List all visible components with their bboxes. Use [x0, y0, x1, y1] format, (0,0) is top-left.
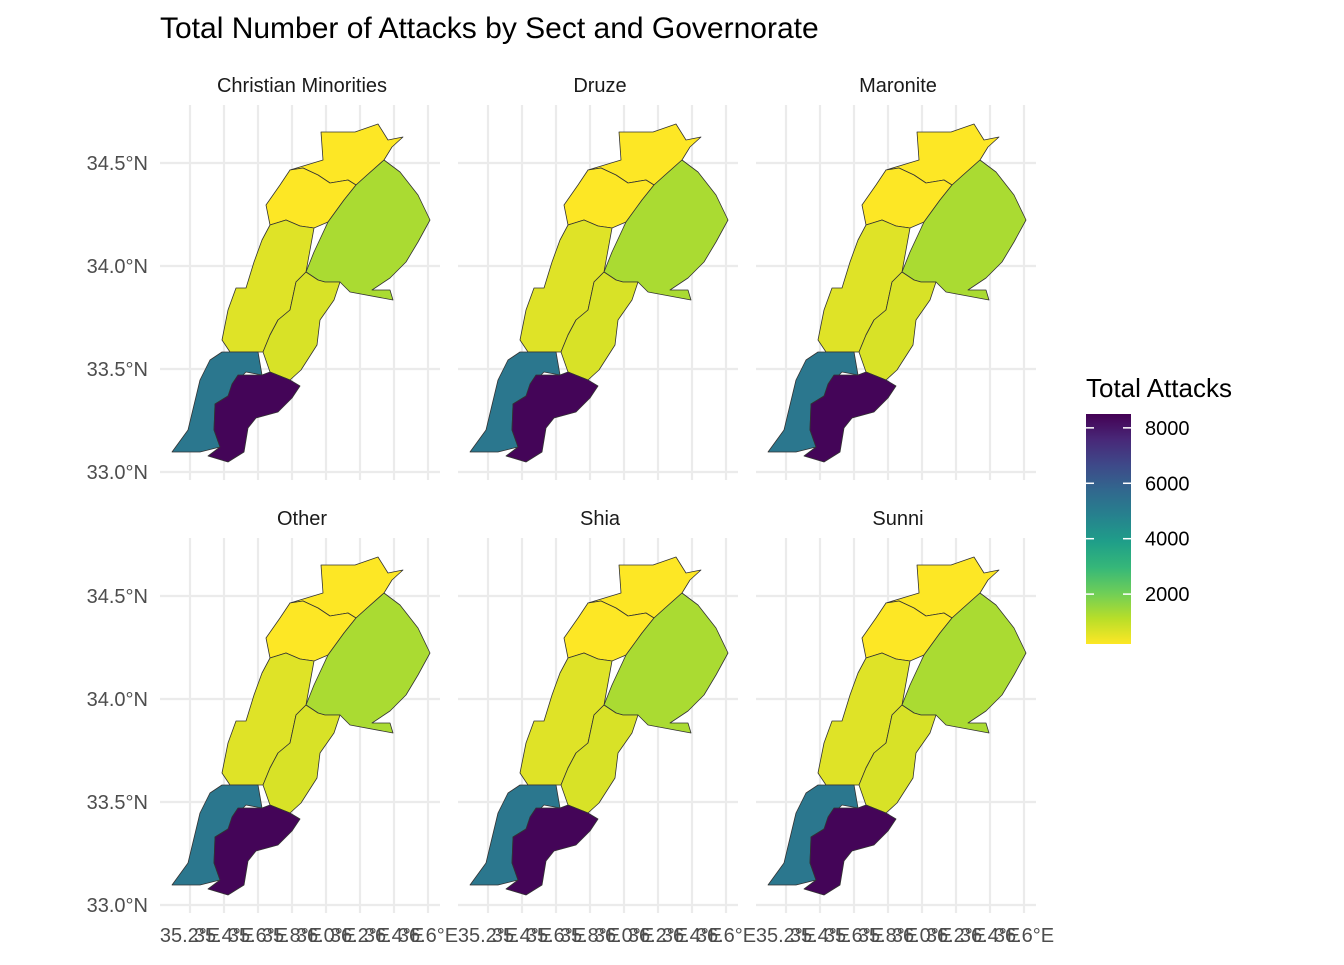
x-tick-label: 35.4°E — [492, 925, 552, 947]
x-tick-label: 36.0°E — [892, 925, 952, 947]
region-nabatieh — [803, 371, 897, 463]
legend-title: Total Attacks — [1086, 373, 1232, 403]
region-beqaa — [560, 704, 639, 814]
facet-christian-minorities: Christian Minorities 34.5°N 34.0°N 33.5°N 33… — [87, 75, 440, 484]
x-tick-label: 35.6°E — [228, 925, 288, 947]
region-beqaa — [262, 704, 341, 814]
x-tick-label: 36.2°E — [628, 925, 688, 947]
x-tick-label: 35.6°E — [526, 925, 586, 947]
x-tick-label: 36.4°E — [364, 925, 424, 947]
region-baalbek-hermel — [305, 592, 431, 734]
facet-shia: Shia 35.2°E35.4°E35.6°E35.8°E36.0°E36.2°E… — [458, 508, 756, 947]
facet-other: Other 34.5°N 34.0°N 33.5°N 33.0°N 35.2°E35.4°… — [87, 508, 459, 947]
y-tick-label: 34.5°N — [87, 586, 148, 608]
x-tick-label: 36.6°E — [696, 925, 756, 947]
region-beqaa — [858, 704, 937, 814]
legend-colorbar — [1086, 414, 1131, 644]
region-nabatieh — [505, 804, 599, 896]
region-baalbek-hermel — [603, 159, 729, 301]
y-tick-label: 34.5°N — [87, 153, 148, 175]
x-tick-label: 35.8°E — [858, 925, 918, 947]
y-tick-label: 33.5°N — [87, 359, 148, 381]
facet-sunni: Sunni 35.2°E35.4°E35.6°E35.8°E36.0°E36.2°… — [756, 508, 1054, 947]
facet-strip-label: Sunni — [872, 508, 923, 530]
chart-title: Total Number of Attacks by Sect and Gove… — [160, 12, 819, 45]
legend-ticks: 2000 4000 6000 8000 — [1086, 418, 1190, 606]
y-tick-label: 33.0°N — [87, 462, 148, 484]
x-tick-label: 35.2°E — [458, 925, 518, 947]
facet-strip-label: Shia — [580, 508, 621, 530]
region-beqaa — [858, 271, 937, 381]
region-beqaa — [262, 271, 341, 381]
x-tick-label: 35.6°E — [824, 925, 884, 947]
x-tick-label: 35.2°E — [756, 925, 816, 947]
y-tick-label: 34.0°N — [87, 256, 148, 278]
facet-druze: Druze — [458, 75, 738, 480]
facet-strip-label: Druze — [573, 75, 626, 97]
legend-tick-label: 4000 — [1145, 529, 1190, 551]
facet-panels: Christian Minorities 34.5°N 34.0°N 33.5°N 33… — [87, 75, 1055, 947]
x-tick-label: 36.0°E — [296, 925, 356, 947]
region-beqaa — [560, 271, 639, 381]
legend: Total Attacks 2000 4000 6000 8000 — [1086, 373, 1232, 644]
region-nabatieh — [505, 371, 599, 463]
facet-strip-label: Maronite — [859, 75, 937, 97]
region-baalbek-hermel — [603, 592, 729, 734]
x-tick-label: 36.0°E — [594, 925, 654, 947]
legend-tick-label: 6000 — [1145, 473, 1190, 495]
y-tick-label: 33.5°N — [87, 792, 148, 814]
x-tick-label: 36.4°E — [960, 925, 1020, 947]
x-tick-label: 35.8°E — [560, 925, 620, 947]
legend-tick-label: 2000 — [1145, 584, 1190, 606]
x-tick-label: 35.2°E — [160, 925, 220, 947]
x-tick-label: 35.4°E — [790, 925, 850, 947]
region-baalbek-hermel — [901, 159, 1027, 301]
x-tick-label: 36.6°E — [994, 925, 1054, 947]
region-baalbek-hermel — [901, 592, 1027, 734]
x-tick-label: 36.6°E — [398, 925, 458, 947]
x-tick-label: 36.2°E — [926, 925, 986, 947]
x-tick-label: 36.2°E — [330, 925, 390, 947]
facet-strip-label: Other — [277, 508, 327, 530]
y-tick-label: 34.0°N — [87, 689, 148, 711]
x-tick-label: 35.4°E — [194, 925, 254, 947]
x-tick-label: 36.4°E — [662, 925, 722, 947]
region-nabatieh — [803, 804, 897, 896]
facet-strip-label: Christian Minorities — [217, 75, 387, 97]
region-nabatieh — [207, 804, 301, 896]
region-baalbek-hermel — [305, 159, 431, 301]
legend-tick-label: 8000 — [1145, 418, 1190, 440]
y-tick-label: 33.0°N — [87, 895, 148, 917]
facet-maronite: Maronite — [756, 75, 1036, 480]
x-tick-label: 35.8°E — [262, 925, 322, 947]
region-nabatieh — [207, 371, 301, 463]
